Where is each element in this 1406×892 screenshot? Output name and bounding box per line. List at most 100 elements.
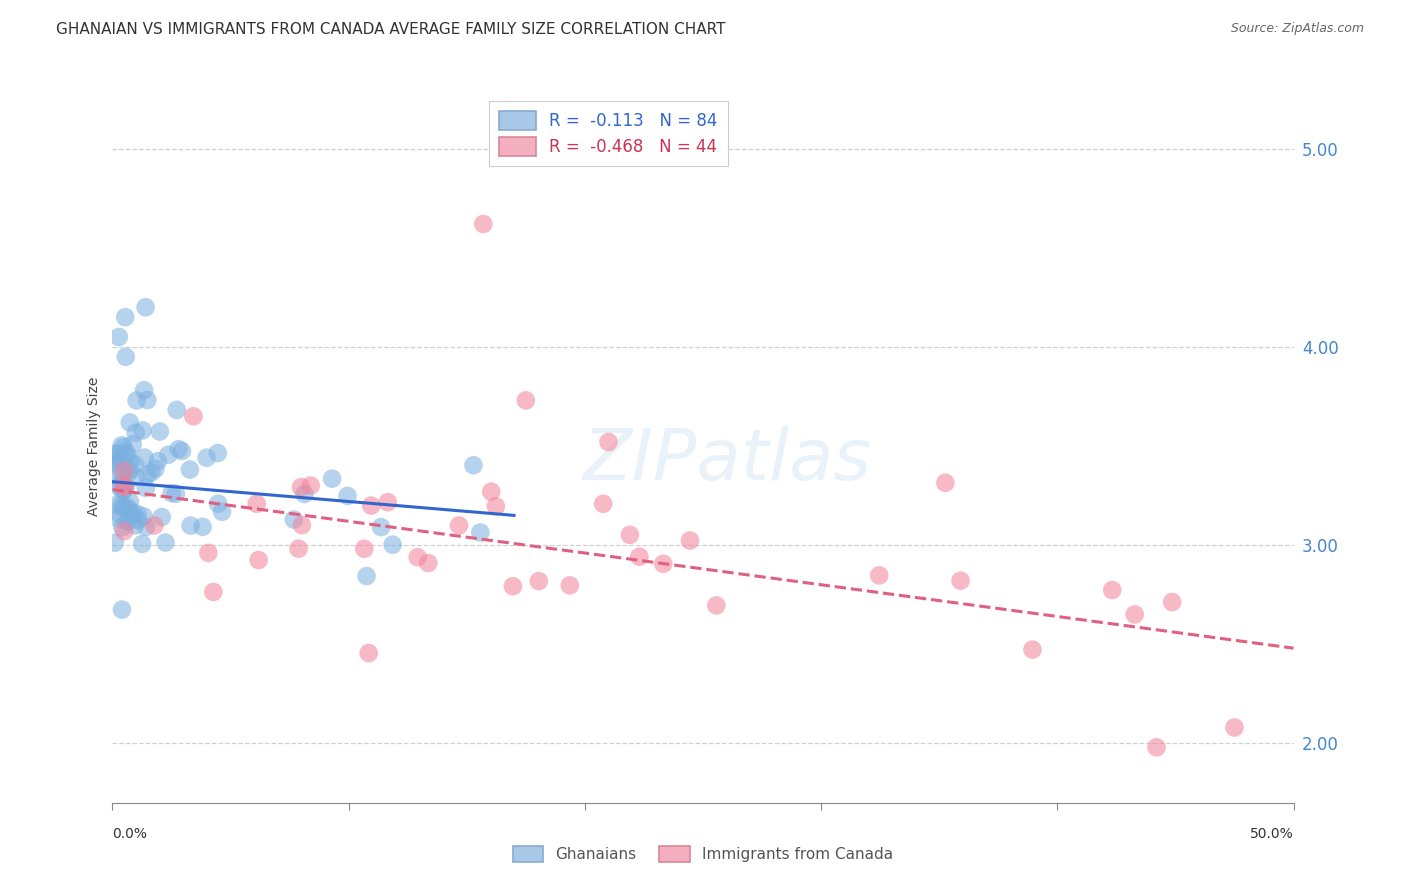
Point	[108, 330, 131, 344]
Point	[135, 300, 157, 314]
Point	[247, 553, 270, 567]
Point	[135, 520, 157, 534]
Point	[652, 557, 675, 571]
Point	[353, 541, 375, 556]
Text: 0.0%: 0.0%	[112, 827, 148, 841]
Point	[108, 507, 131, 521]
Point	[120, 509, 142, 524]
Point	[195, 450, 218, 465]
Point	[134, 450, 156, 465]
Point	[145, 462, 167, 476]
Legend: R =  -0.113   N = 84, R =  -0.468   N = 44: R = -0.113 N = 84, R = -0.468 N = 44	[489, 101, 728, 166]
Point	[377, 495, 399, 509]
Point	[121, 437, 143, 451]
Point	[370, 520, 392, 534]
Point	[124, 518, 146, 533]
Point	[1021, 642, 1043, 657]
Point	[598, 435, 620, 450]
Point	[165, 487, 187, 501]
Point	[166, 403, 188, 417]
Point	[211, 505, 233, 519]
Point	[150, 510, 173, 524]
Point	[202, 585, 225, 599]
Text: 50.0%: 50.0%	[1250, 827, 1294, 841]
Point	[143, 518, 166, 533]
Point	[141, 466, 163, 480]
Point	[628, 549, 651, 564]
Point	[149, 425, 172, 439]
Point	[527, 574, 550, 588]
Point	[336, 489, 359, 503]
Point	[120, 462, 142, 476]
Point	[112, 440, 135, 454]
Point	[114, 499, 136, 513]
Point	[112, 478, 135, 492]
Point	[108, 446, 131, 460]
Point	[118, 494, 141, 508]
Point	[157, 448, 180, 462]
Point	[197, 546, 219, 560]
Point	[949, 574, 972, 588]
Point	[418, 556, 440, 570]
Point	[470, 525, 492, 540]
Point	[160, 486, 183, 500]
Point	[132, 383, 155, 397]
Point	[104, 450, 127, 465]
Point	[135, 481, 157, 495]
Point	[207, 497, 229, 511]
Y-axis label: Average Family Size: Average Family Size	[87, 376, 101, 516]
Point	[447, 518, 470, 533]
Point	[180, 518, 202, 533]
Point	[111, 500, 134, 515]
Point	[472, 217, 495, 231]
Point	[1101, 582, 1123, 597]
Point	[360, 499, 382, 513]
Point	[131, 537, 153, 551]
Point	[111, 438, 134, 452]
Point	[290, 480, 312, 494]
Point	[463, 458, 485, 473]
Point	[127, 507, 149, 521]
Point	[706, 599, 728, 613]
Point	[112, 464, 135, 478]
Point	[118, 465, 141, 479]
Point	[357, 646, 380, 660]
Point	[108, 511, 131, 525]
Point	[170, 444, 193, 458]
Point	[110, 498, 132, 512]
Point	[124, 458, 146, 472]
Point	[934, 475, 956, 490]
Point	[118, 416, 141, 430]
Point	[111, 602, 134, 616]
Point	[1123, 607, 1146, 622]
Point	[1223, 721, 1246, 735]
Point	[485, 500, 508, 514]
Point	[114, 310, 136, 325]
Point	[381, 538, 404, 552]
Point	[108, 480, 131, 494]
Point	[112, 480, 135, 494]
Point	[183, 409, 205, 424]
Point	[104, 468, 127, 483]
Point	[104, 535, 127, 549]
Point	[356, 569, 378, 583]
Point	[124, 425, 146, 440]
Point	[1161, 595, 1184, 609]
Point	[502, 579, 524, 593]
Text: GHANAIAN VS IMMIGRANTS FROM CANADA AVERAGE FAMILY SIZE CORRELATION CHART: GHANAIAN VS IMMIGRANTS FROM CANADA AVERA…	[56, 22, 725, 37]
Point	[136, 392, 159, 407]
Point	[118, 455, 141, 469]
Point	[283, 512, 305, 526]
Point	[105, 454, 128, 468]
Point	[287, 541, 309, 556]
Point	[104, 456, 127, 470]
Point	[592, 497, 614, 511]
Point	[191, 520, 214, 534]
Point	[1146, 740, 1168, 755]
Point	[131, 424, 153, 438]
Point	[122, 506, 145, 520]
Point	[111, 483, 134, 498]
Point	[111, 465, 134, 479]
Point	[115, 479, 138, 493]
Point	[118, 501, 141, 516]
